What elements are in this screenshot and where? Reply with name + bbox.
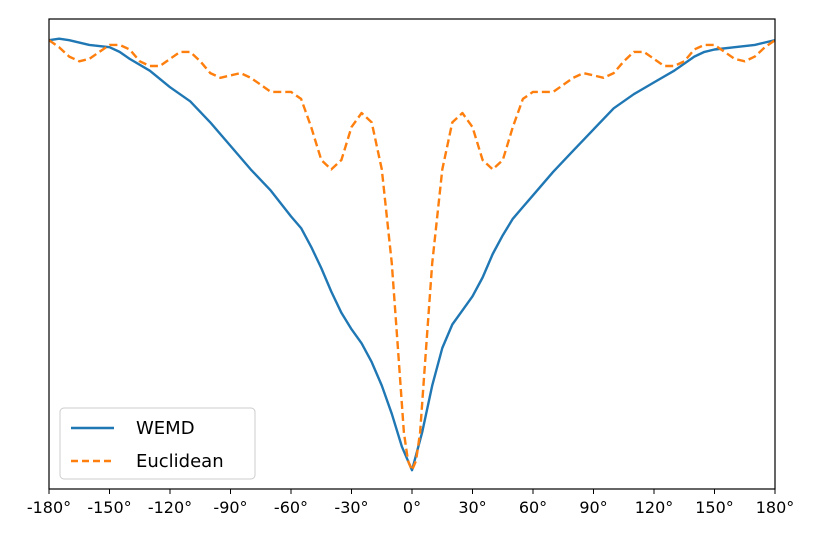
x-tick-label: 0° bbox=[403, 498, 421, 517]
x-tick-label: -90° bbox=[213, 498, 247, 517]
x-tick-label: -180° bbox=[27, 498, 71, 517]
x-tick-label: -120° bbox=[148, 498, 192, 517]
series-line-euclidean bbox=[49, 39, 775, 472]
x-tick-label: 120° bbox=[635, 498, 674, 517]
x-tick-label: -150° bbox=[87, 498, 131, 517]
series-layer bbox=[49, 37, 775, 472]
x-tick-label: 180° bbox=[756, 498, 795, 517]
legend-label-euclidean: Euclidean bbox=[136, 451, 224, 472]
x-tick-label: -60° bbox=[274, 498, 308, 517]
legend: WEMD Euclidean bbox=[59, 407, 256, 480]
x-axis: -180° -150° -120° -90° -60° -30° 0° 30° 60° 90° 12… bbox=[27, 489, 794, 517]
x-tick-label: 150° bbox=[695, 498, 734, 517]
x-tick-label: 60° bbox=[519, 498, 547, 517]
x-tick-label: 30° bbox=[458, 498, 486, 517]
series-line-wemd bbox=[49, 37, 775, 472]
x-tick-label: 90° bbox=[579, 498, 607, 517]
x-tick-label: -30° bbox=[334, 498, 368, 517]
legend-label-wemd: WEMD bbox=[136, 418, 195, 439]
